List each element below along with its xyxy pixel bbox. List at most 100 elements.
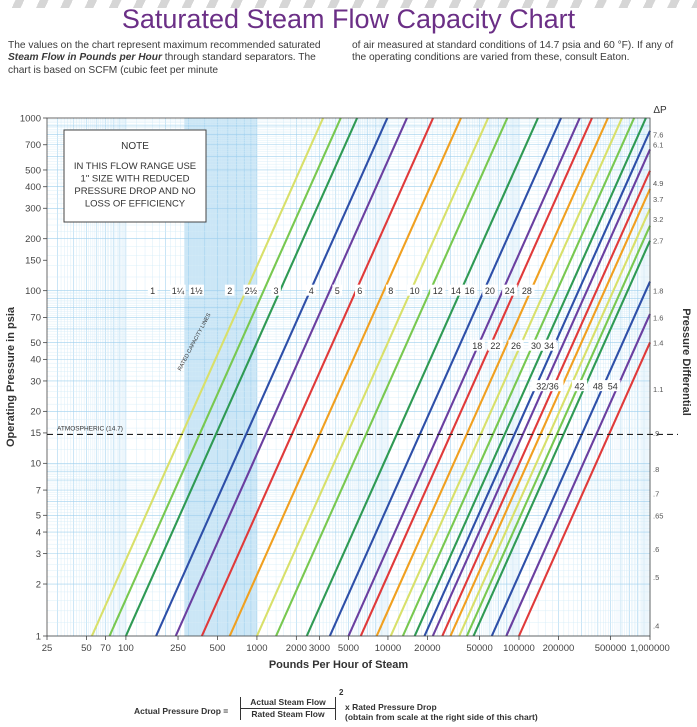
x-tick-label: 500 (210, 643, 226, 654)
pipe-label: 18 (472, 341, 482, 351)
pipe-label: 54 (608, 381, 618, 391)
pipe-label-bg (462, 284, 478, 296)
chart-title: Saturated Steam Flow Capacity Chart (121, 4, 576, 34)
pipe-label: 28 (522, 286, 532, 296)
x-tick-label: 2000 (286, 643, 307, 654)
pipe-label-bg (355, 284, 365, 296)
intro-text-left: The values on the chart represent maximu… (8, 40, 338, 77)
formula-right-line2: (obtain from scale at the right side of … (345, 712, 538, 722)
y-tick-label: 5 (36, 511, 41, 522)
y2-axis-title: Pressure Differential (680, 308, 692, 416)
y-tick-label: 3 (36, 549, 41, 560)
y-tick-label: 20 (30, 407, 41, 418)
pipe-label: 1½ (190, 286, 203, 296)
x-tick-label: 100000 (503, 643, 535, 654)
x-tick-label: 70 (100, 643, 111, 654)
y-tick-label: 70 (30, 313, 41, 324)
series-line-26 (431, 149, 651, 637)
y-tick-label: 40 (30, 355, 41, 366)
note-line: LOSS OF EFFICIENCY (85, 199, 186, 210)
pipe-label: 12 (433, 286, 443, 296)
pipe-label-bg (502, 284, 518, 296)
pipe-label: 4 (309, 286, 314, 296)
y-tick-label: 30 (30, 376, 41, 387)
pipe-label: 1¼ (172, 286, 185, 296)
series-line-54 (518, 342, 651, 637)
x-tick-label: 500000 (595, 643, 627, 654)
series-line-34 (465, 225, 651, 637)
pipe-label: 26 (511, 341, 521, 351)
pipe-label: 3 (274, 286, 279, 296)
pipe-label-bg (306, 284, 317, 296)
series-line-2 (155, 117, 389, 637)
pipe-label-bg (605, 380, 621, 392)
pipe-label: 30 (531, 341, 541, 351)
pipe-label-bg (508, 339, 524, 351)
header-stripe (0, 0, 697, 8)
y-tick-label: 200 (25, 234, 41, 245)
pipe-label-bg (528, 339, 544, 351)
x-tick-label: 200000 (543, 643, 575, 654)
pipe-label-bg (188, 284, 204, 296)
series-line-12 (347, 117, 581, 637)
delta-p-label: .6 (653, 545, 659, 554)
note-line: 1" SIZE WITH REDUCED (81, 174, 190, 185)
pipe-label-bg (332, 284, 343, 296)
delta-p-label: 4.9 (653, 179, 663, 188)
y-tick-label: 2 (36, 579, 41, 590)
formula-numerator: Actual Steam Flow (241, 697, 335, 709)
series-line-2-1-2 (174, 117, 408, 637)
note-line: IN THIS FLOW RANGE USE (74, 161, 196, 172)
pipe-label: 32/36 (536, 381, 559, 391)
intro-text-part: through standard separators. The chart i… (8, 52, 316, 76)
x-tick-label: 1000 (246, 643, 267, 654)
series-line-8 (305, 117, 539, 637)
delta-p-label: 7.6 (653, 131, 663, 140)
y-tick-label: 15 (30, 428, 41, 439)
series-line-36 (472, 240, 651, 637)
series-line-14 (359, 117, 593, 637)
pipe-label-bg (407, 284, 423, 296)
pipe-label-bg (571, 380, 588, 392)
y-tick-label: 500 (25, 165, 41, 176)
x-tick-label: 5000 (338, 643, 359, 654)
formula-exponent: 2 (339, 688, 344, 697)
delta-p-label: 1.6 (653, 313, 663, 322)
delta-p-label: .4 (653, 622, 659, 631)
delta-p-header: ΔP (653, 105, 667, 116)
intro-emphasis: Steam Flow in Pounds per Hour (8, 52, 162, 64)
series-line-1-1-4 (108, 117, 342, 637)
series-line-5 (255, 117, 490, 637)
note-box (63, 129, 207, 223)
delta-p-label: 1.4 (653, 339, 663, 348)
series-line-20 (401, 117, 636, 637)
intro-text-part: The values on the chart represent maximu… (8, 40, 321, 51)
delta-p-label: 2.7 (653, 237, 663, 246)
delta-p-label: .65 (653, 511, 663, 520)
chart-series (90, 117, 651, 637)
pipe-label-bg (243, 284, 259, 296)
delta-p-label: .8 (653, 465, 659, 474)
pipe-label-bg (482, 284, 498, 296)
y-axis-title: Operating Pressure in psia (5, 306, 17, 447)
y-tick-label: 300 (25, 204, 41, 215)
series-line-32 (458, 208, 651, 637)
pipe-label-bg (590, 380, 606, 392)
formula-right: x Rated Pressure Drop (obtain from scale… (345, 702, 538, 722)
y-tick-label: 100 (25, 286, 41, 297)
flow-chart: ATMOSPHERIC (14.7) NOTE IN THIS FLOW RANGE… (5, 105, 692, 671)
series-line-16 (375, 117, 609, 637)
series-line-22 (413, 117, 647, 637)
pipe-label-bg (541, 339, 557, 351)
pipe-label-bg (430, 284, 446, 296)
y-tick-label: 400 (25, 182, 41, 193)
pipe-label: 16 (465, 286, 475, 296)
x-tick-label: 25 (42, 643, 53, 654)
pipe-label: 10 (410, 286, 420, 296)
intro-text-right: of air measured at standard conditions o… (352, 40, 674, 64)
formula-right-line1: x Rated Pressure Drop (345, 702, 437, 712)
delta-p-label: 1.1 (653, 385, 663, 394)
formula-denominator: Rated Steam Flow (251, 709, 325, 719)
y-tick-label: 700 (25, 140, 41, 151)
pipe-label: 20 (485, 286, 495, 296)
